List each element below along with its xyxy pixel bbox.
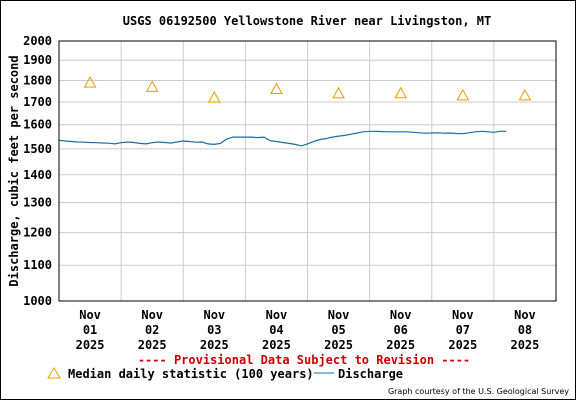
median-marker bbox=[83, 76, 97, 88]
median-marker bbox=[207, 91, 221, 103]
median-legend-icon bbox=[47, 367, 61, 379]
plot-border bbox=[58, 40, 557, 302]
x-tick-label: 02 bbox=[145, 323, 159, 337]
x-tick-label: Nov bbox=[79, 308, 101, 322]
x-tick-labels: Nov012025Nov022025Nov032025Nov042025Nov0… bbox=[76, 308, 540, 352]
x-tick-label: 2025 bbox=[262, 338, 291, 352]
median-marker bbox=[518, 88, 532, 101]
x-tick-label: 01 bbox=[83, 323, 97, 337]
y-tick-label: 1900 bbox=[23, 53, 52, 67]
x-tick-label: 2025 bbox=[448, 338, 477, 352]
y-tick-label: 1000 bbox=[23, 294, 52, 308]
legend-discharge-label: Discharge bbox=[338, 367, 403, 381]
median-marker bbox=[270, 82, 283, 94]
x-tick-label: 05 bbox=[331, 323, 345, 337]
x-tick-label: Nov bbox=[452, 308, 474, 322]
x-tick-label: Nov bbox=[141, 308, 163, 322]
y-tick-label: 1600 bbox=[23, 118, 52, 132]
legend: Median daily statistic (100 years) Disch… bbox=[47, 367, 403, 381]
legend-median-label: Median daily statistic (100 years) bbox=[68, 367, 314, 381]
x-tick-label: 06 bbox=[393, 323, 407, 337]
x-tick-label: 2025 bbox=[324, 338, 353, 352]
chart-title: USGS 06192500 Yellowstone River near Liv… bbox=[123, 14, 491, 28]
y-tick-labels: 1000 1100 1200 1300 1400 1500 1600 1700 1800 1900… bbox=[23, 34, 52, 308]
median-marker bbox=[332, 86, 345, 99]
y-tick-label: 1700 bbox=[23, 95, 52, 109]
x-tick-label: Nov bbox=[203, 308, 225, 322]
x-tick-label: Nov bbox=[514, 308, 536, 322]
y-tick-label: 1100 bbox=[23, 258, 52, 272]
series-layer bbox=[58, 76, 532, 147]
median-marker bbox=[394, 86, 408, 99]
x-tick-label: 2025 bbox=[200, 338, 229, 352]
y-tick-label: 1400 bbox=[23, 168, 52, 182]
x-tick-label: Nov bbox=[328, 308, 350, 322]
x-tick-label: Nov bbox=[390, 308, 412, 322]
median-marker bbox=[456, 88, 470, 101]
y-tick-label: 1200 bbox=[23, 226, 52, 240]
x-tick-label: 2025 bbox=[510, 338, 539, 352]
x-tick-label: 2025 bbox=[138, 338, 167, 352]
median-marker bbox=[145, 80, 159, 92]
provisional-notice: ---- Provisional Data Subject to Revisio… bbox=[138, 353, 470, 367]
y-tick-label: 1800 bbox=[23, 74, 52, 88]
x-tick-label: 2025 bbox=[76, 338, 105, 352]
x-tick-label: 07 bbox=[456, 323, 470, 337]
y-tick-label: 1500 bbox=[23, 142, 52, 156]
grid-lines bbox=[59, 40, 556, 302]
x-tick-label: 08 bbox=[518, 323, 532, 337]
x-tick-label: Nov bbox=[266, 308, 288, 322]
y-axis-label: Discharge, cubic feet per second bbox=[7, 55, 21, 286]
x-tick-label: 04 bbox=[269, 323, 283, 337]
y-tick-label: 1300 bbox=[23, 196, 52, 210]
y-tick-label: 2000 bbox=[23, 34, 52, 48]
x-tick-label: 03 bbox=[207, 323, 221, 337]
x-tick-label: 2025 bbox=[386, 338, 415, 352]
credit-text: Graph courtesy of the U.S. Geological Su… bbox=[388, 387, 569, 396]
discharge-series-line bbox=[58, 130, 507, 147]
